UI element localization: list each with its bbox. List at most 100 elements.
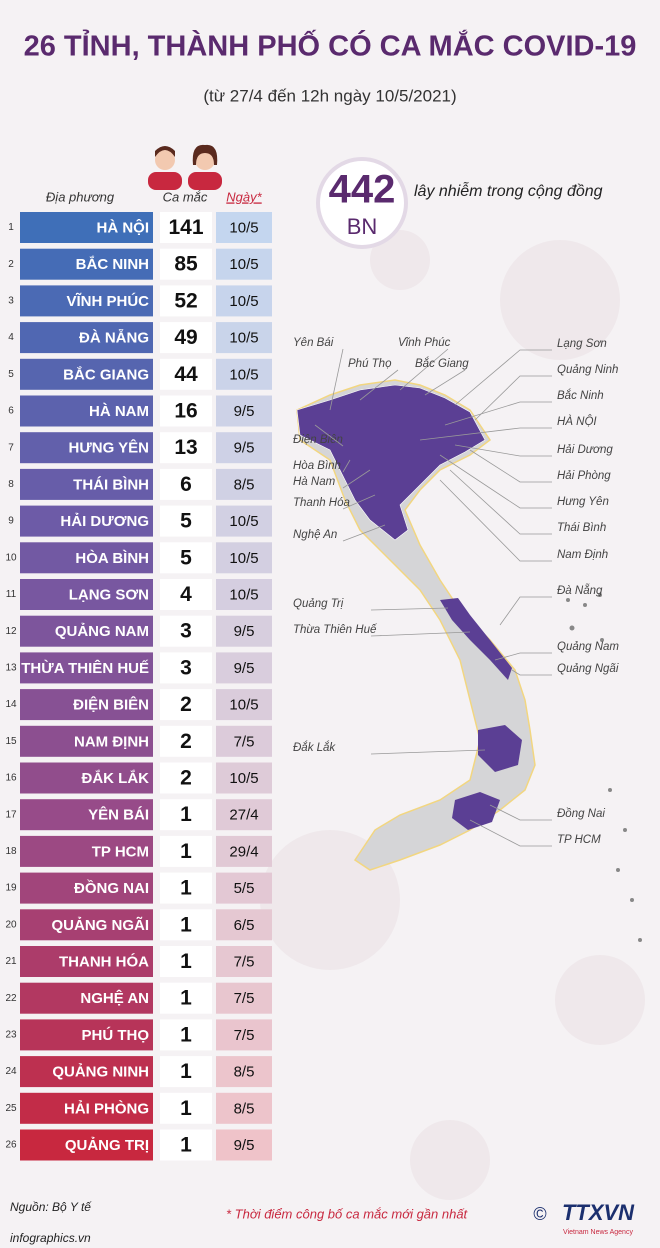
cases: 1 xyxy=(180,913,192,936)
date-cell xyxy=(216,1129,272,1161)
leader-line xyxy=(342,469,371,489)
date-cell xyxy=(216,505,272,537)
province-bar xyxy=(20,1129,153,1161)
map-label: Nam Định xyxy=(557,549,608,561)
province: QUẢNG NAM xyxy=(55,623,149,640)
leader-line xyxy=(444,401,552,426)
rank: 25 xyxy=(5,1103,17,1114)
rank: 2 xyxy=(8,259,14,270)
province: ĐỒNG NAI xyxy=(74,879,149,897)
date-cell xyxy=(216,358,272,390)
map-label: Yên Bái xyxy=(293,337,334,349)
date: 10/5 xyxy=(229,219,258,236)
province-bar xyxy=(20,395,153,427)
map-label: Bắc Ninh xyxy=(557,389,604,402)
province: HẢI DƯƠNG xyxy=(60,513,149,530)
total-caption: lây nhiễm trong cộng đồng xyxy=(414,181,603,200)
affected-north xyxy=(296,384,486,541)
date-cell xyxy=(216,835,272,867)
leader-line xyxy=(370,749,486,755)
date-cell xyxy=(216,1092,272,1124)
cases-cell xyxy=(160,1019,212,1051)
cases: 1 xyxy=(180,1060,192,1083)
date: 7/5 xyxy=(234,1027,255,1044)
date-cell xyxy=(216,248,272,280)
province: HƯNG YÊN xyxy=(68,439,149,457)
rank: 9 xyxy=(8,516,14,527)
cases: 13 xyxy=(174,436,197,459)
leader-line xyxy=(424,369,466,396)
map-label: Quảng Ngãi xyxy=(557,663,619,675)
map-label: Quảng Trị xyxy=(293,598,344,610)
cases-cell xyxy=(160,248,212,280)
logo: TTXVN xyxy=(562,1200,635,1225)
leader-line xyxy=(489,804,552,821)
cases-cell xyxy=(160,579,212,610)
cases-cell xyxy=(160,285,212,317)
province-bar xyxy=(20,212,153,243)
footnote: * Thời điểm công bố ca mắc mới gần nhất xyxy=(226,1206,469,1221)
cases-cell xyxy=(160,1056,212,1088)
affected-daklak xyxy=(478,725,522,772)
date: 8/5 xyxy=(234,1100,255,1117)
province: HÒA BÌNH xyxy=(75,549,149,567)
province: BẮC GIANG xyxy=(63,365,149,383)
leader-line xyxy=(474,375,552,421)
date: 10/5 xyxy=(229,770,258,787)
leader-line xyxy=(469,449,552,483)
column-header: Ngày* xyxy=(226,189,262,204)
rank: 19 xyxy=(5,883,17,894)
province-bar xyxy=(20,799,153,831)
province-bar xyxy=(20,432,153,464)
date-cell xyxy=(216,1019,272,1051)
date: 27/4 xyxy=(229,807,258,824)
date-cell xyxy=(216,1056,272,1088)
rank: 17 xyxy=(5,809,17,820)
date: 10/5 xyxy=(229,256,258,273)
cases-cell xyxy=(160,1129,212,1161)
rank: 5 xyxy=(8,369,14,380)
map-label: Đắk Lắk xyxy=(293,741,336,754)
rank: 8 xyxy=(8,479,14,490)
cases: 44 xyxy=(174,363,198,386)
date-cell xyxy=(216,395,272,427)
rank: 18 xyxy=(5,846,17,857)
map-label: Hưng Yên xyxy=(557,496,609,508)
leader-line xyxy=(314,424,344,447)
date: 10/5 xyxy=(229,586,258,603)
cases: 1 xyxy=(180,803,192,826)
date-cell xyxy=(216,946,272,977)
date: 7/5 xyxy=(234,733,255,750)
date-cell xyxy=(216,212,272,243)
map-label: HÀ NỘI xyxy=(557,415,597,428)
rank: 14 xyxy=(5,699,17,710)
leader-line xyxy=(342,524,386,542)
leader-line xyxy=(329,348,344,411)
province: THỪA THIÊN HUẾ xyxy=(21,659,149,677)
people-icon xyxy=(148,144,222,190)
date-cell xyxy=(216,725,272,757)
province: THÁI BÌNH xyxy=(73,476,149,493)
leader-line xyxy=(494,652,552,661)
province-bar xyxy=(20,579,153,610)
date-cell xyxy=(216,468,272,500)
cases: 1 xyxy=(180,1134,192,1157)
leader-line xyxy=(342,459,351,473)
province-bar xyxy=(20,762,153,794)
date-cell xyxy=(216,982,272,1014)
province: HÀ NAM xyxy=(89,403,149,420)
date: 9/5 xyxy=(234,403,255,420)
cases: 5 xyxy=(180,510,192,533)
cases-cell xyxy=(160,909,212,941)
leader-line xyxy=(439,454,552,509)
cases-cell xyxy=(160,689,212,721)
leader-line xyxy=(454,444,552,457)
cases-cell xyxy=(160,505,212,537)
province: ĐÀ NẴNG xyxy=(79,330,149,347)
cases: 2 xyxy=(180,730,192,753)
province: HẢI PHÒNG xyxy=(64,1099,149,1117)
province-bar xyxy=(20,982,153,1014)
date-cell xyxy=(216,872,272,904)
province: THANH HÓA xyxy=(59,952,149,970)
